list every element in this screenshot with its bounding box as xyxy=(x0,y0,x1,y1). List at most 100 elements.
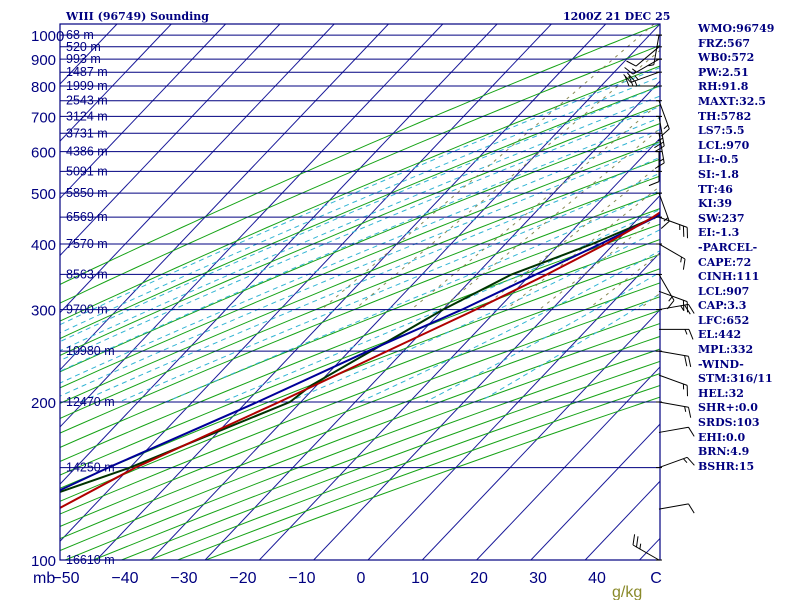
index-value: LFC:652 xyxy=(698,313,750,327)
wind-barb-staff xyxy=(658,274,675,301)
height-label: 3124 m xyxy=(66,109,108,123)
pressure-unit-label: mb xyxy=(33,570,55,587)
height-label: 9700 m xyxy=(66,303,108,317)
wind-barb-staff xyxy=(658,350,689,357)
temperature-tick-label: −10 xyxy=(288,570,315,587)
height-label: 14250 m xyxy=(66,461,115,475)
mixing-ratio-line xyxy=(321,24,655,310)
index-value: -WIND- xyxy=(698,357,744,371)
wind-barb xyxy=(658,303,695,315)
temperature-tick-label: 30 xyxy=(529,570,547,587)
pressure-tick-label: 200 xyxy=(31,395,56,412)
height-label: 1487 m xyxy=(66,65,108,79)
moist-adiabat-line xyxy=(60,117,660,372)
temperature-tick-label: 40 xyxy=(588,570,606,587)
chart-title: WIII (96749) Sounding xyxy=(65,10,209,23)
moist-adiabat-line xyxy=(221,208,660,403)
dry-adiabat-line xyxy=(60,208,660,448)
wind-barb xyxy=(658,350,692,368)
wind-barb-feather xyxy=(688,426,695,437)
temperature-tick-label: −30 xyxy=(170,570,197,587)
index-value: CAP:3.3 xyxy=(698,299,747,313)
wind-barb xyxy=(658,401,692,418)
moist-adiabat-line xyxy=(60,76,660,334)
moist-adiabats-layer xyxy=(60,67,660,403)
mixing-ratio-line xyxy=(538,213,660,310)
temperature-tick-label: −20 xyxy=(229,570,256,587)
wind-barb-staff xyxy=(658,374,688,386)
dry-adiabat-line xyxy=(60,65,660,322)
indices-panel: WMO:96749 FRZ:567 WB0:572 PW:2.51 RH:91.8 MAX… xyxy=(698,22,798,474)
isotherm-line xyxy=(60,24,335,314)
wind-barb-half-feather xyxy=(639,543,642,550)
wind-barb xyxy=(658,426,695,437)
wind-barb-feather xyxy=(688,407,692,418)
index-value: CINH:111 xyxy=(698,270,760,284)
index-value: RH:91.8 xyxy=(698,80,749,94)
wind-barb-staff xyxy=(658,216,688,228)
wind-barb-staff xyxy=(658,100,670,130)
index-value: EHI:0.0 xyxy=(698,430,746,444)
wind-barb-staff xyxy=(658,116,665,147)
isotherm-line xyxy=(60,24,281,257)
dry-adiabat-line xyxy=(60,253,660,489)
dry-adiabat-line xyxy=(60,268,660,502)
wind-barb-half-feather xyxy=(680,256,682,263)
wind-barb-feather xyxy=(688,356,692,368)
wind-barb-half-feather xyxy=(683,458,688,464)
dry-adiabat-line xyxy=(60,175,660,419)
mixing-ratio-layer xyxy=(321,24,660,310)
wind-barb-feather xyxy=(686,456,695,466)
index-value: -PARCEL- xyxy=(698,240,758,254)
height-label: 68 m xyxy=(66,28,94,42)
wind-barb-feather xyxy=(624,67,634,75)
moist-adiabat-line xyxy=(165,190,660,403)
isotherm-line xyxy=(476,366,660,560)
wind-barb-staff xyxy=(658,243,686,260)
height-label: 3731 m xyxy=(66,126,108,140)
wind-barb-feather xyxy=(654,162,665,169)
dry-adiabats-layer xyxy=(60,24,660,560)
wind-barb xyxy=(658,100,670,137)
isotherm-line xyxy=(96,24,607,560)
dry-adiabat-line xyxy=(60,123,660,373)
pressure-tick-label: 800 xyxy=(31,79,56,96)
index-value: LCL:907 xyxy=(698,284,750,298)
height-label: 6569 m xyxy=(66,210,108,224)
wind-barb xyxy=(648,151,660,187)
wind-barb xyxy=(632,534,660,561)
dry-adiabat-line xyxy=(60,158,660,404)
chart-time: 1200Z 21 DEC 25 xyxy=(563,10,670,23)
wind-barb xyxy=(626,46,660,67)
wind-barb-half-feather xyxy=(684,329,688,335)
wind-barb-feather xyxy=(626,60,637,67)
index-value: TT:46 xyxy=(698,182,733,196)
height-label: 5850 m xyxy=(66,186,108,200)
wind-barb-feather xyxy=(654,141,664,149)
wind-barb xyxy=(658,374,688,397)
pressure-tick-label: 400 xyxy=(31,237,56,254)
wind-barb-staff xyxy=(658,426,689,433)
pressure-tick-label: 700 xyxy=(31,109,56,126)
pressure-tick-label: 100 xyxy=(31,553,56,570)
wind-barb-feather xyxy=(628,75,634,87)
wind-barb-feather xyxy=(688,329,694,340)
wind-barb xyxy=(658,503,695,514)
dewpoint-profile-line xyxy=(60,211,660,493)
isotherm-line xyxy=(313,194,660,560)
moist-adiabat-line xyxy=(60,67,660,326)
isotherm-line xyxy=(150,24,660,560)
dry-adiabat-line xyxy=(60,104,660,356)
pressure-tick-label: 300 xyxy=(31,303,56,320)
parcel-profile-line xyxy=(60,213,660,492)
wind-barb-feather xyxy=(660,220,670,229)
isotherm-line xyxy=(60,24,444,428)
index-value: LI:-0.5 xyxy=(698,153,739,167)
wind-barb xyxy=(624,75,660,87)
index-value: WMO:96749 xyxy=(698,22,775,35)
wind-barb-staff xyxy=(658,456,688,469)
isotherm-line xyxy=(60,24,172,142)
dry-adiabat-line xyxy=(60,282,660,515)
